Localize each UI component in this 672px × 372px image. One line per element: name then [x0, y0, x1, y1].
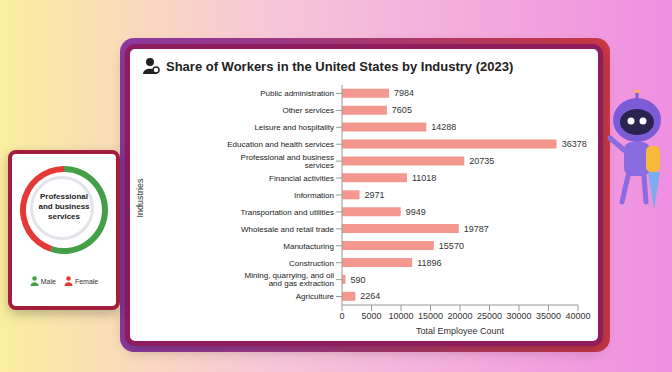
- svg-text:Public administration: Public administration: [260, 89, 334, 98]
- svg-text:7605: 7605: [392, 105, 412, 115]
- svg-text:2264: 2264: [360, 291, 380, 301]
- svg-text:15570: 15570: [439, 241, 464, 251]
- svg-text:Agriculture: Agriculture: [296, 292, 335, 301]
- svg-text:10000: 10000: [388, 311, 413, 321]
- svg-text:Education and health services: Education and health services: [227, 140, 334, 149]
- svg-text:7984: 7984: [394, 88, 414, 98]
- svg-text:9949: 9949: [406, 207, 426, 217]
- svg-text:Manufacturing: Manufacturing: [283, 242, 334, 251]
- svg-text:11018: 11018: [412, 173, 436, 183]
- html-text:Male: Male: [40, 277, 56, 285]
- html-text:Share of Workers in the United: Share of Workers in the United States by…: [166, 58, 514, 74]
- svg-text:Transportation and utilities: Transportation and utilities: [240, 208, 334, 217]
- svg-text:30000: 30000: [506, 311, 531, 321]
- svg-text:Other services: Other services: [282, 106, 334, 115]
- svg-text:15000: 15000: [418, 311, 443, 321]
- svg-text:20000: 20000: [447, 311, 472, 321]
- svg-text:Total Employee Count: Total Employee Count: [416, 326, 505, 336]
- svg-text:14288: 14288: [431, 122, 456, 132]
- svg-text:35000: 35000: [536, 311, 561, 321]
- svg-text:11896: 11896: [417, 258, 441, 268]
- svg-text:20735: 20735: [469, 156, 494, 166]
- svg-text:590: 590: [350, 275, 365, 285]
- svg-text:2971: 2971: [365, 190, 385, 200]
- svg-text:Leisure and hospitality: Leisure and hospitality: [254, 123, 334, 132]
- html-text:Female: Female: [74, 277, 99, 285]
- svg-text:19787: 19787: [464, 224, 489, 234]
- html-text:Industries: Industries: [135, 178, 145, 218]
- svg-text:Financial activities: Financial activities: [269, 174, 334, 183]
- svg-text:Wholesale and retail trade: Wholesale and retail trade: [241, 225, 334, 234]
- html-text:Professional and business serv: Professional and business services: [38, 192, 90, 221]
- svg-text:Information: Information: [294, 191, 334, 200]
- svg-text:40000: 40000: [565, 311, 590, 321]
- svg-text:Construction: Construction: [289, 259, 334, 268]
- svg-text:5000: 5000: [361, 311, 381, 321]
- svg-text:25000: 25000: [477, 311, 502, 321]
- svg-text:Mining, quarrying, and oiland: Mining, quarrying, and oiland gas extrac…: [245, 271, 335, 288]
- svg-text:0: 0: [339, 311, 344, 321]
- svg-text:Professional and businessservi: Professional and businessservices: [241, 153, 334, 170]
- svg-text:36378: 36378: [562, 139, 587, 149]
